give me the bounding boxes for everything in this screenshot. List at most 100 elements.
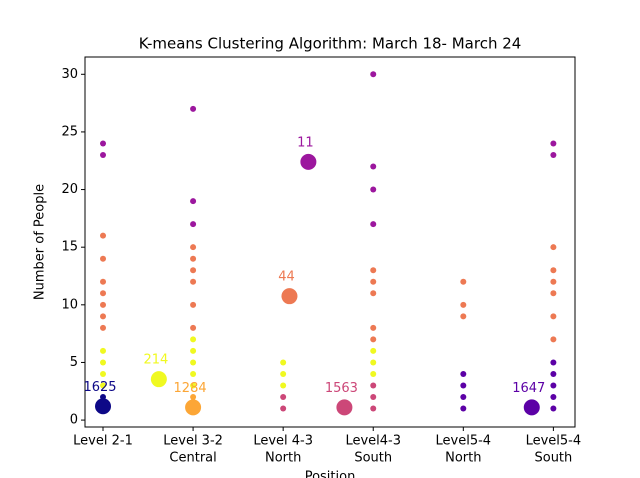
point (460, 278, 467, 285)
point (190, 394, 197, 401)
point (550, 405, 557, 412)
x-tick-label: North (445, 451, 481, 466)
point (100, 232, 107, 239)
point (190, 347, 197, 354)
point (370, 278, 377, 285)
point (190, 267, 197, 274)
x-tick-label: South (354, 451, 392, 466)
x-tick-label: Central (169, 451, 216, 466)
point (370, 336, 377, 343)
cluster-count: 11 (297, 135, 314, 150)
point (550, 394, 557, 401)
point (190, 244, 197, 251)
point (370, 394, 377, 401)
point (100, 151, 107, 158)
plot-area (84, 56, 576, 428)
point (370, 370, 377, 377)
point (100, 278, 107, 285)
point (100, 324, 107, 331)
x-tick-label: Level 4-3 (253, 434, 313, 449)
x-tick-label: South (534, 451, 572, 466)
point (460, 382, 467, 389)
cluster-center (523, 399, 540, 416)
cluster-center (300, 153, 317, 170)
point (550, 382, 557, 389)
x-tick-label: Level4-3 (345, 434, 401, 449)
point (190, 382, 197, 389)
cluster-center (150, 371, 167, 388)
y-tick-label: 20 (61, 182, 78, 197)
point (460, 405, 467, 412)
cluster-count: 1563 (325, 381, 358, 396)
cluster-count: 214 (143, 353, 168, 368)
point (370, 290, 377, 297)
x-axis-label: Position (305, 470, 356, 478)
point (370, 359, 377, 366)
cluster-center (336, 399, 353, 416)
point (100, 347, 107, 354)
point (190, 336, 197, 343)
point (460, 313, 467, 320)
point (370, 382, 377, 389)
point (100, 290, 107, 297)
point (550, 359, 557, 366)
y-tick-label: 25 (61, 124, 78, 139)
y-tick-label: 10 (61, 297, 78, 312)
cluster-count: 1625 (83, 380, 116, 395)
cluster-center (281, 288, 298, 305)
point (100, 255, 107, 262)
point (370, 163, 377, 170)
y-tick-label: 30 (61, 67, 78, 82)
point (190, 324, 197, 331)
point (190, 105, 197, 112)
point (460, 394, 467, 401)
point (460, 301, 467, 308)
point (550, 244, 557, 251)
point (280, 405, 287, 412)
point (100, 359, 107, 366)
point (100, 313, 107, 320)
y-tick-label: 15 (61, 240, 78, 255)
cluster-center (185, 399, 202, 416)
point (280, 370, 287, 377)
point (100, 140, 107, 147)
cluster-count: 1647 (512, 381, 545, 396)
point (370, 405, 377, 412)
cluster-count: 44 (278, 270, 295, 285)
point (370, 221, 377, 228)
point (550, 290, 557, 297)
point (190, 278, 197, 285)
point (370, 186, 377, 193)
point (100, 382, 107, 389)
point (550, 267, 557, 274)
point (280, 394, 287, 401)
point (280, 359, 287, 366)
point (550, 313, 557, 320)
x-tick-label: Level 3-2 (163, 434, 223, 449)
y-tick-label: 5 (70, 355, 78, 370)
point (370, 71, 377, 78)
x-tick-label: North (265, 451, 301, 466)
point (550, 140, 557, 147)
point (370, 267, 377, 274)
point (190, 370, 197, 377)
point (550, 151, 557, 158)
point (550, 278, 557, 285)
point (280, 382, 287, 389)
point (370, 347, 377, 354)
y-axis-label: Number of People (33, 184, 48, 300)
chart-title: K-means Clustering Algorithm: March 18- … (139, 35, 522, 53)
point (190, 301, 197, 308)
point (190, 221, 197, 228)
cluster-center (95, 398, 112, 415)
point (460, 370, 467, 377)
x-tick-label: Level5-4 (436, 434, 492, 449)
point (100, 301, 107, 308)
point (550, 336, 557, 343)
x-tick-label: Level 2-1 (73, 434, 133, 449)
point (190, 359, 197, 366)
point (370, 324, 377, 331)
point (190, 255, 197, 262)
point (100, 370, 107, 377)
